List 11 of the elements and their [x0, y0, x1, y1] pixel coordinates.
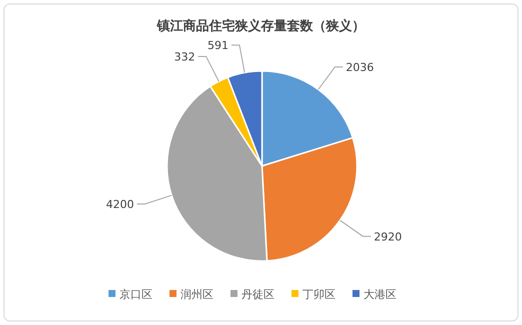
data-label: 591: [207, 39, 228, 52]
data-label: 2036: [346, 60, 374, 74]
legend-label: 京口区: [120, 288, 152, 301]
legend-label: 丁卯区: [302, 288, 336, 301]
data-label: 332: [174, 50, 196, 64]
chart-title: 镇江商品住宅狭义存量套数（狭义）: [156, 18, 365, 34]
legend-label: 大港区: [364, 288, 396, 301]
data-label: 4200: [106, 198, 134, 211]
legend-label: 润州区: [180, 288, 214, 301]
data-label: 2920: [374, 230, 402, 244]
legend-label: 丹徒区: [242, 288, 274, 301]
